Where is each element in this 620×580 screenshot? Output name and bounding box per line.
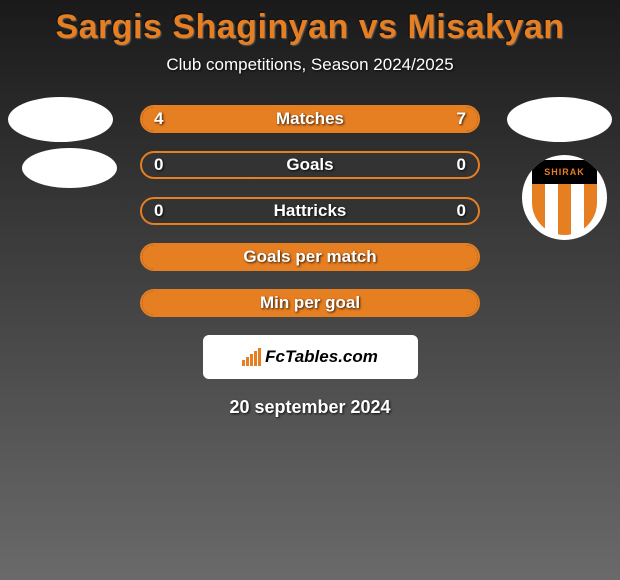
stat-bar-goals-per-match: Goals per match	[140, 243, 480, 271]
stat-label: Goals	[142, 155, 478, 175]
stats-column: 47Matches 00Goals 00Hattricks Goals per mat…	[140, 105, 480, 317]
date-text: 20 september 2024	[229, 397, 390, 418]
stat-bar-hattricks: 00Hattricks	[140, 197, 480, 225]
stat-label: Min per goal	[142, 293, 478, 313]
player-right-club-badge: SHIRAK	[522, 155, 607, 240]
club-shield: SHIRAK	[532, 160, 597, 235]
brand-badge[interactable]: FcTables.com	[203, 335, 418, 379]
stat-label: Matches	[142, 109, 478, 129]
stat-bar-min-per-goal: Min per goal	[140, 289, 480, 317]
stat-label: Hattricks	[142, 201, 478, 221]
player-left-avatar	[8, 97, 113, 142]
page-title: Sargis Shaginyan vs Misakyan	[55, 8, 564, 47]
player-right-avatar	[507, 97, 612, 142]
stats-row: SHIRAK 47Matches 00Goals 00Hattricks Goals …	[0, 105, 620, 317]
club-shield-name: SHIRAK	[532, 160, 597, 184]
chart-icon	[242, 348, 261, 366]
brand-text: FcTables.com	[265, 347, 378, 367]
player-left-club-avatar	[22, 148, 117, 188]
stat-bar-matches: 47Matches	[140, 105, 480, 133]
page-subtitle: Club competitions, Season 2024/2025	[166, 55, 453, 75]
stat-bar-goals: 00Goals	[140, 151, 480, 179]
stat-label: Goals per match	[142, 247, 478, 267]
